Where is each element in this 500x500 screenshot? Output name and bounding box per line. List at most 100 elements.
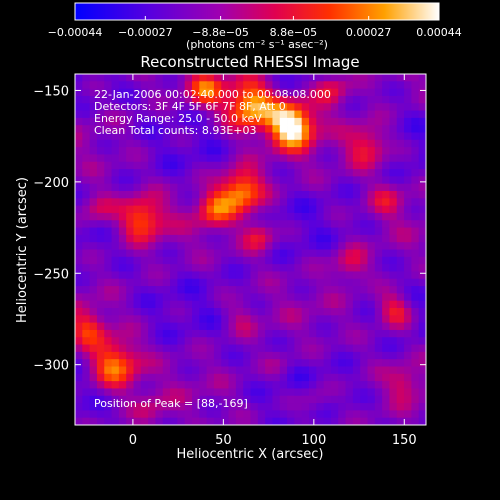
heatmap-cell: [250, 337, 259, 345]
heatmap-cell: [382, 256, 390, 265]
heatmap-cells: [75, 74, 426, 425]
heatmap-cell: [338, 95, 346, 104]
x-axis-label: Heliocentric X (arcsec): [177, 447, 324, 462]
heatmap-cell: [309, 139, 317, 148]
heatmap-cell: [323, 344, 332, 353]
heatmap-cell: [294, 417, 303, 425]
heatmap-cell: [75, 81, 83, 90]
heatmap-cell: [170, 351, 178, 360]
heatmap-cell: [82, 110, 91, 119]
heatmap-cell: [411, 205, 420, 214]
heatmap-cell: [411, 329, 420, 338]
heatmap-cell: [360, 293, 368, 302]
heatmap-cell: [367, 293, 376, 302]
heatmap-cell: [228, 388, 237, 397]
heatmap-cell: [404, 234, 412, 243]
heatmap-cell: [140, 110, 149, 119]
heatmap-cell: [162, 373, 171, 382]
heatmap-cell: [162, 249, 171, 258]
heatmap-cell: [162, 139, 171, 148]
heatmap-cell: [140, 154, 149, 163]
heatmap-cell: [221, 286, 229, 294]
heatmap-cell: [418, 191, 426, 199]
heatmap-cell: [301, 256, 310, 265]
heatmap-cell: [199, 95, 208, 104]
heatmap-cell: [374, 220, 383, 228]
heatmap-cell: [82, 234, 91, 243]
heatmap-cell: [235, 95, 244, 104]
heatmap-cell: [309, 205, 317, 214]
heatmap-cell: [148, 147, 156, 155]
heatmap-cell: [287, 198, 295, 207]
heatmap-cell: [374, 198, 383, 207]
heatmap-cell: [345, 95, 354, 104]
heatmap-cell: [82, 366, 91, 375]
heatmap-cell: [265, 286, 273, 294]
heatmap-cell: [323, 212, 332, 221]
heatmap-cell: [192, 169, 200, 177]
heatmap-cell: [382, 308, 390, 316]
heatmap-cell: [206, 183, 215, 192]
heatmap-cell: [82, 329, 91, 338]
heatmap-cell: [389, 264, 398, 272]
heatmap-cell: [82, 293, 91, 302]
heatmap-cell: [382, 271, 390, 280]
heatmap-cell: [118, 169, 127, 177]
heatmap-cell: [213, 293, 222, 302]
heatmap-cell: [75, 359, 83, 367]
heatmap-cell: [323, 329, 332, 338]
heatmap-cell: [345, 242, 354, 250]
heatmap-cell: [170, 198, 178, 207]
heatmap-cell: [345, 403, 354, 411]
heatmap-cell: [265, 205, 273, 214]
heatmap-cell: [162, 271, 171, 280]
heatmap-cell: [126, 249, 134, 258]
heatmap-cell: [418, 329, 426, 338]
heatmap-cell: [279, 381, 288, 389]
colorbar-tick-label: −0.00044: [48, 26, 103, 39]
heatmap-cell: [404, 264, 412, 272]
heatmap-cell: [118, 344, 127, 353]
heatmap-cell: [111, 117, 120, 126]
heatmap-cell: [162, 74, 171, 82]
heatmap-cell: [75, 74, 83, 82]
heatmap-cell: [250, 278, 259, 287]
heatmap-cell: [192, 81, 200, 90]
heatmap-cell: [228, 278, 237, 287]
heatmap-cell: [301, 103, 310, 111]
heatmap-cell: [287, 249, 295, 258]
heatmap-cell: [272, 81, 281, 90]
heatmap-cell: [287, 293, 295, 302]
heatmap-cell: [323, 381, 332, 389]
heatmap-cell: [221, 147, 229, 155]
heatmap-cell: [155, 381, 164, 389]
heatmap-cell: [170, 147, 178, 155]
heatmap-cell: [301, 329, 310, 338]
heatmap-cell: [374, 103, 383, 111]
heatmap-cell: [404, 88, 412, 97]
heatmap-cell: [199, 103, 208, 111]
heatmap-cell: [184, 125, 193, 133]
heatmap-cell: [374, 183, 383, 192]
heatmap-cell: [111, 344, 120, 353]
heatmap-cell: [250, 308, 259, 316]
heatmap-cell: [192, 403, 200, 411]
heatmap-cell: [133, 139, 142, 148]
heatmap-cell: [338, 183, 346, 192]
heatmap-cell: [389, 329, 398, 338]
heatmap-cell: [89, 278, 98, 287]
heatmap-cell: [170, 337, 178, 345]
heatmap-cell: [389, 278, 398, 287]
heatmap-cell: [279, 220, 288, 228]
heatmap-cell: [104, 154, 112, 163]
heatmap-cell: [330, 242, 339, 250]
heatmap-cell: [382, 205, 390, 214]
heatmap-cell: [228, 125, 237, 133]
heatmap-cell: [367, 286, 376, 294]
heatmap-cell: [140, 403, 149, 411]
heatmap-cell: [323, 88, 332, 97]
heatmap-cell: [294, 183, 303, 192]
heatmap-cell: [126, 176, 134, 185]
heatmap-cell: [374, 308, 383, 316]
heatmap-cell: [345, 329, 354, 338]
